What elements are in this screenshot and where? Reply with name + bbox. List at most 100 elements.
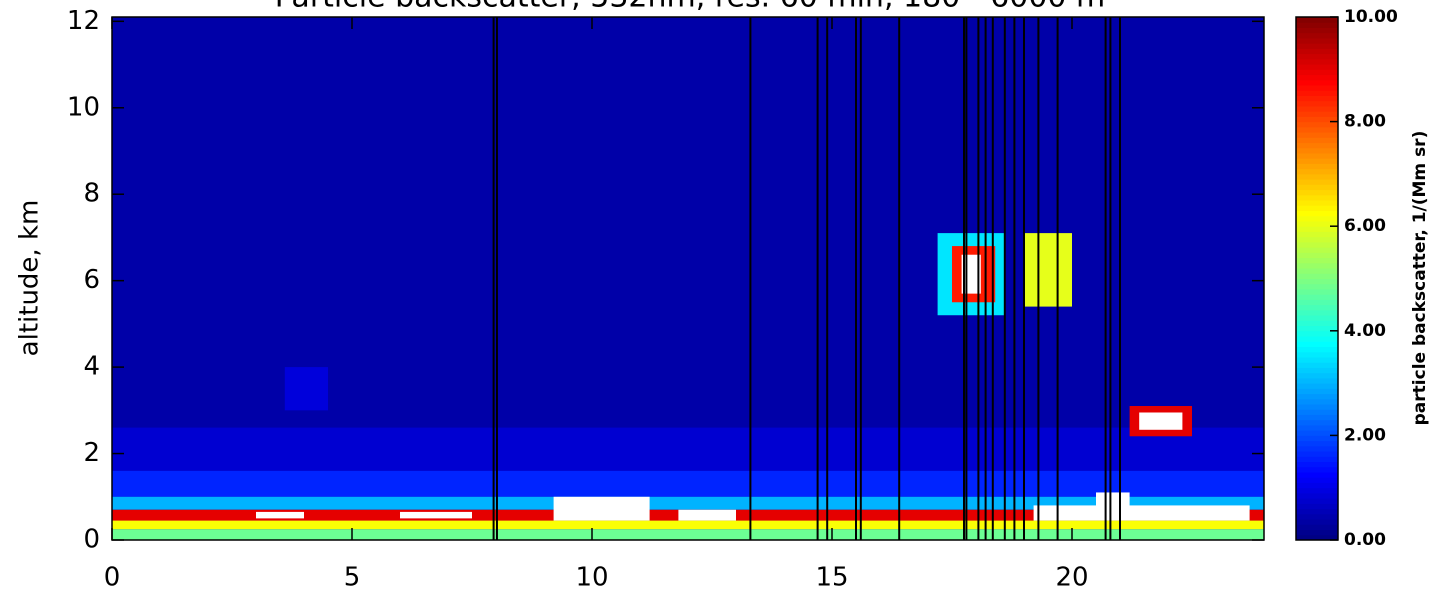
x-tick-label: 0 bbox=[104, 563, 121, 593]
colorbar-step bbox=[1296, 477, 1338, 483]
heat-cell bbox=[112, 470, 1264, 497]
colorbar-step bbox=[1296, 69, 1338, 76]
colorbar-step bbox=[1296, 519, 1338, 525]
heat-cell bbox=[1139, 412, 1183, 430]
colorbar-step bbox=[1296, 351, 1338, 358]
colorbar-step bbox=[1296, 529, 1338, 536]
colorbar-step bbox=[1296, 336, 1338, 342]
colorbar-step bbox=[1296, 64, 1338, 70]
colorbar-tick-label: 10.00 bbox=[1344, 7, 1398, 27]
colorbar-step bbox=[1296, 43, 1338, 49]
colorbar-step bbox=[1296, 142, 1338, 149]
colorbar-step bbox=[1296, 58, 1338, 65]
colorbar-step bbox=[1296, 105, 1338, 112]
colorbar-step bbox=[1296, 445, 1338, 452]
colorbar-step bbox=[1296, 487, 1338, 494]
colorbar-step bbox=[1296, 247, 1338, 253]
colorbar-step bbox=[1296, 241, 1338, 248]
heat-cell bbox=[400, 511, 472, 519]
colorbar-step bbox=[1296, 273, 1338, 279]
heat-cell bbox=[1033, 505, 1250, 521]
colorbar-step bbox=[1296, 456, 1338, 463]
colorbar-step bbox=[1296, 252, 1338, 259]
colorbar-step bbox=[1296, 126, 1338, 133]
colorbar-step bbox=[1296, 257, 1338, 264]
colorbar-step bbox=[1296, 388, 1338, 395]
y-tick-label: 10 bbox=[67, 92, 100, 122]
y-tick-label: 12 bbox=[67, 6, 100, 36]
colorbar-step bbox=[1296, 513, 1338, 520]
colorbar-step bbox=[1296, 215, 1338, 222]
colorbar-step bbox=[1296, 173, 1338, 180]
colorbar-step bbox=[1296, 205, 1338, 212]
colorbar-step bbox=[1296, 168, 1338, 175]
colorbar-step bbox=[1296, 100, 1338, 107]
colorbar-step bbox=[1296, 137, 1338, 144]
colorbar-step bbox=[1296, 362, 1338, 368]
colorbar-step bbox=[1296, 330, 1338, 337]
colorbar-step bbox=[1296, 367, 1338, 374]
colorbar-step bbox=[1296, 414, 1338, 421]
plot-frame bbox=[111, 16, 1265, 541]
colorbar-step bbox=[1296, 315, 1338, 321]
colorbar-step bbox=[1296, 383, 1338, 389]
colorbar-step bbox=[1296, 304, 1338, 311]
colorbar-step bbox=[1296, 294, 1338, 300]
colorbar-step bbox=[1296, 398, 1338, 405]
colorbar-step bbox=[1296, 320, 1338, 327]
colorbar-step bbox=[1296, 404, 1338, 410]
colorbar-step bbox=[1296, 116, 1338, 123]
colorbar-step bbox=[1296, 231, 1338, 238]
y-tick-label: 8 bbox=[83, 179, 100, 209]
x-tick-label: 10 bbox=[575, 563, 608, 593]
heat-cell bbox=[284, 367, 328, 411]
colorbar-step bbox=[1296, 393, 1338, 400]
colorbar-step bbox=[1296, 503, 1338, 510]
colorbar-step bbox=[1296, 451, 1338, 457]
x-tick-label: 15 bbox=[815, 563, 848, 593]
colorbar-step bbox=[1296, 74, 1338, 81]
colorbar-step bbox=[1296, 132, 1338, 138]
colorbar-step bbox=[1296, 48, 1338, 55]
colorbar-step bbox=[1296, 435, 1338, 442]
colorbar-step bbox=[1296, 194, 1338, 201]
colorbar-step bbox=[1296, 299, 1338, 306]
colorbar-step bbox=[1296, 325, 1338, 332]
colorbar-step bbox=[1296, 341, 1338, 347]
colorbar-step bbox=[1296, 158, 1338, 164]
colorbar-tick-label: 0.00 bbox=[1344, 530, 1386, 550]
colorbar-step bbox=[1296, 90, 1338, 96]
colorbar-step bbox=[1296, 95, 1338, 102]
colorbar-step bbox=[1296, 179, 1338, 185]
heat-cell bbox=[256, 511, 304, 519]
colorbar-step bbox=[1296, 524, 1338, 531]
colorbar-step bbox=[1296, 309, 1338, 316]
colorbar-step bbox=[1296, 288, 1338, 295]
colorbar-tick-label: 4.00 bbox=[1344, 321, 1386, 341]
x-tick-label: 20 bbox=[1055, 563, 1088, 593]
colorbar-step bbox=[1296, 37, 1338, 44]
colorbar-step bbox=[1296, 220, 1338, 227]
colorbar-step bbox=[1296, 111, 1338, 117]
x-tick-label: 5 bbox=[344, 563, 361, 593]
colorbar-step bbox=[1296, 200, 1338, 206]
colorbar-step bbox=[1296, 121, 1338, 128]
y-tick-label: 4 bbox=[83, 352, 100, 382]
colorbar-step bbox=[1296, 163, 1338, 170]
colorbar-frame bbox=[1295, 16, 1339, 541]
colorbar-tick-label: 8.00 bbox=[1344, 112, 1386, 132]
colorbar-step bbox=[1296, 32, 1338, 39]
colorbar-step bbox=[1296, 424, 1338, 431]
colorbar-step bbox=[1296, 226, 1338, 232]
colorbar-step bbox=[1296, 17, 1338, 23]
colorbar-step bbox=[1296, 466, 1338, 473]
colorbar-step bbox=[1296, 84, 1338, 91]
colorbar-tick-label: 6.00 bbox=[1344, 216, 1386, 236]
colorbar-label: particle backscatter, 1/(Mm sr) bbox=[1410, 131, 1430, 426]
y-tick-label: 0 bbox=[83, 525, 100, 555]
heat-cell bbox=[1024, 233, 1072, 307]
y-axis-label: altitude, km bbox=[15, 200, 45, 357]
colorbar-step bbox=[1296, 262, 1338, 269]
colorbar-step bbox=[1296, 472, 1338, 478]
colorbar-step bbox=[1296, 377, 1338, 384]
